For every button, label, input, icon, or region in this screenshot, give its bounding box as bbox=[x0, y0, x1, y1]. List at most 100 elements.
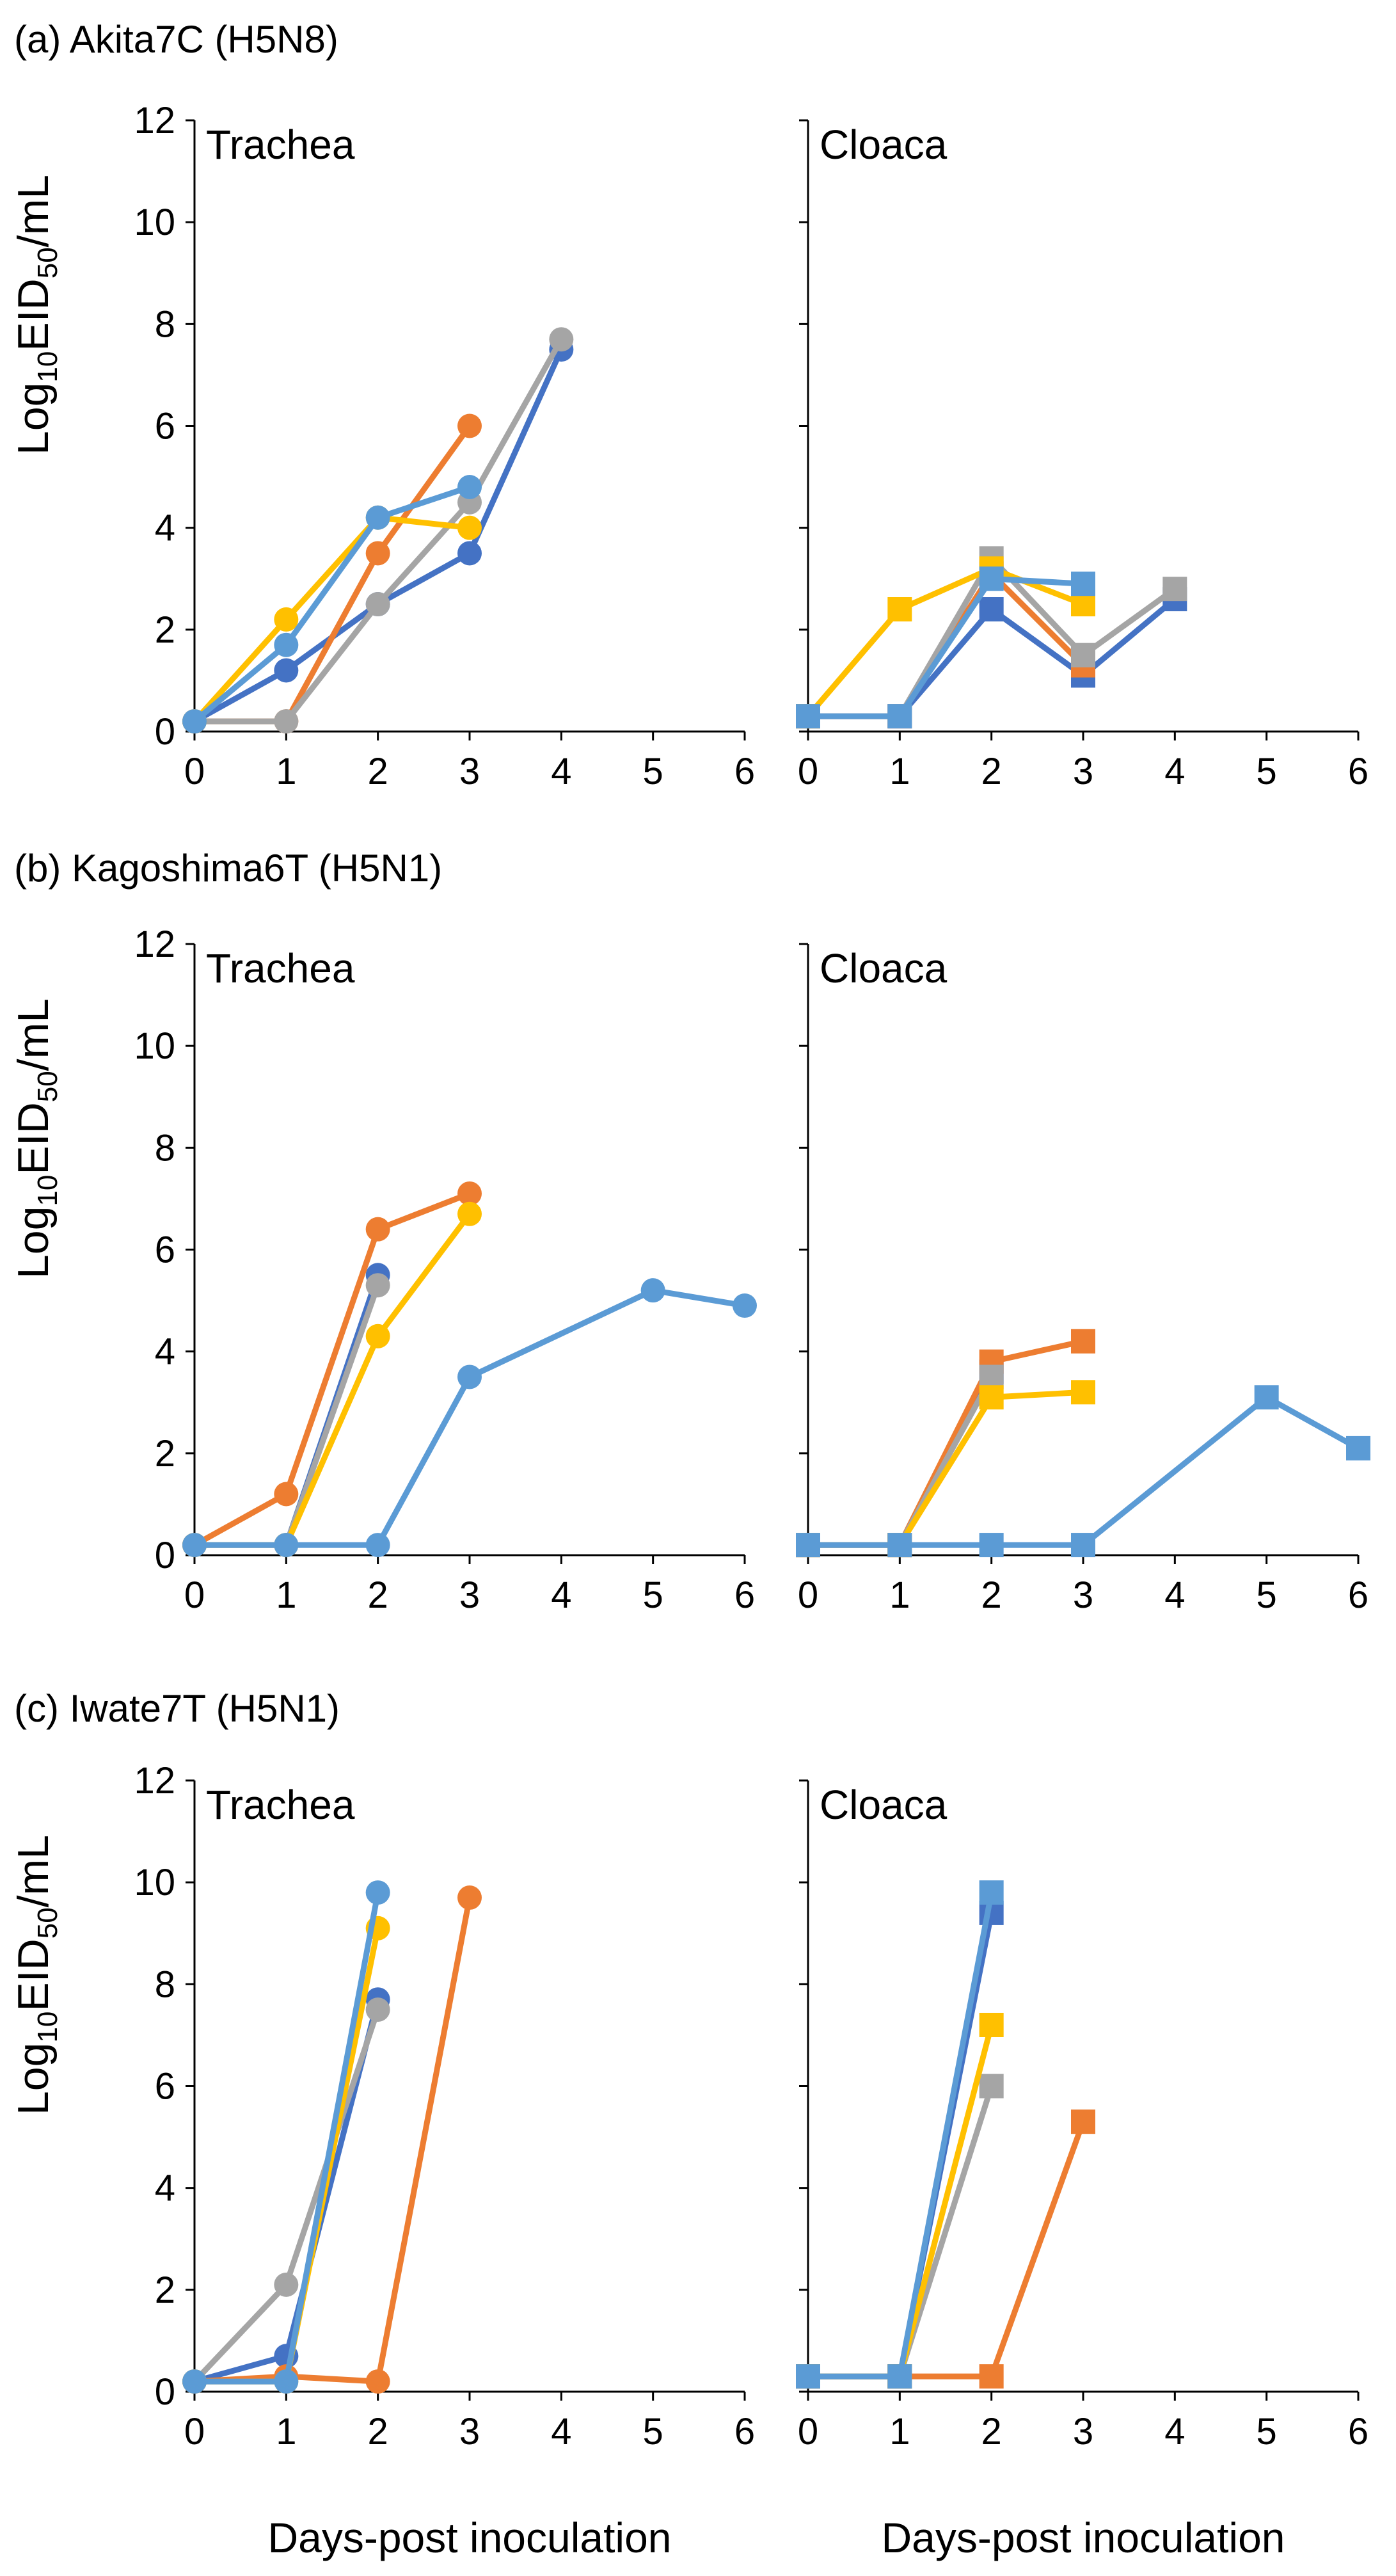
data-point bbox=[457, 515, 482, 540]
series-5 bbox=[182, 475, 482, 734]
series-line bbox=[808, 1370, 994, 1548]
x-tick-label: 1 bbox=[276, 2411, 296, 2452]
x-tick-label: 5 bbox=[643, 2411, 663, 2452]
series-line bbox=[192, 515, 470, 724]
series-1 bbox=[182, 337, 574, 734]
series-4 bbox=[796, 1380, 1095, 1558]
x-tick-label: 4 bbox=[1164, 751, 1185, 792]
data-point bbox=[274, 658, 299, 683]
y-tick-label: 8 bbox=[155, 1127, 175, 1169]
series-line bbox=[194, 1927, 381, 2385]
series-line bbox=[808, 2024, 995, 2380]
data-point bbox=[979, 1385, 1004, 1410]
data-point bbox=[887, 704, 912, 729]
y-tick-label: 2 bbox=[155, 609, 175, 651]
x-tick-label: 3 bbox=[1073, 1574, 1093, 1616]
x-tick-label: 3 bbox=[1073, 2411, 1093, 2452]
series-3 bbox=[796, 2074, 1004, 2389]
data-point bbox=[979, 566, 1004, 591]
x-tick-label: 3 bbox=[459, 751, 480, 792]
x-tick-label: 3 bbox=[1073, 751, 1093, 792]
tissue-label: Trachea bbox=[206, 1782, 355, 1828]
data-point bbox=[1071, 1533, 1095, 1558]
data-point bbox=[1071, 2109, 1095, 2134]
y-tick-label: 10 bbox=[134, 1862, 175, 1903]
series-line bbox=[193, 348, 564, 724]
data-point bbox=[796, 1533, 820, 1558]
x-tick-label: 6 bbox=[1348, 751, 1368, 792]
data-point bbox=[274, 1482, 299, 1507]
x-tick-label: 1 bbox=[889, 2411, 910, 2452]
y-tick-label: 2 bbox=[155, 2269, 175, 2311]
series-line bbox=[194, 1287, 745, 1548]
series-1 bbox=[796, 1359, 1004, 1558]
data-point bbox=[274, 607, 299, 632]
y-axis-label: Log10EID50/mL bbox=[9, 998, 63, 1279]
series-5 bbox=[796, 1385, 1370, 1558]
x-tick-label: 6 bbox=[734, 2411, 755, 2452]
x-tick-label: 4 bbox=[1164, 1574, 1185, 1616]
y-tick-label: 0 bbox=[155, 2371, 175, 2413]
x-tick-label: 1 bbox=[276, 1574, 296, 1616]
data-point bbox=[979, 1364, 1004, 1389]
x-tick-label: 0 bbox=[798, 1574, 818, 1616]
y-axis-label: Log10EID50/mL bbox=[9, 175, 63, 455]
data-point bbox=[887, 1533, 912, 1558]
data-point bbox=[887, 597, 912, 621]
series-5 bbox=[182, 1278, 757, 1558]
data-point bbox=[979, 597, 1004, 621]
x-tick-label: 2 bbox=[368, 2411, 388, 2452]
x-tick-label: 1 bbox=[276, 751, 296, 792]
panel-title-a: (a) Akita7C (H5N8) bbox=[14, 18, 338, 61]
data-point bbox=[733, 1293, 757, 1318]
chart-cloaca: 0 1 2 3 4 5 6 Cloaca Days-post inoculation bbox=[796, 1779, 1368, 2561]
data-point bbox=[274, 632, 299, 657]
data-point bbox=[1071, 643, 1095, 668]
y-tick-label: 4 bbox=[155, 1331, 175, 1373]
tissue-label: Cloaca bbox=[820, 945, 948, 991]
y-tick-label: 0 bbox=[155, 711, 175, 753]
data-point bbox=[1162, 577, 1187, 602]
chart-cloaca: 0 1 2 3 4 5 6 Cloaca bbox=[796, 119, 1368, 792]
data-point bbox=[1071, 572, 1095, 596]
x-tick-label: 2 bbox=[368, 1574, 388, 1616]
series-line bbox=[808, 1338, 1084, 1548]
series-5 bbox=[796, 566, 1095, 729]
data-point bbox=[979, 2074, 1004, 2099]
x-axis-label: Days-post inoculation bbox=[268, 2514, 672, 2561]
series-2 bbox=[182, 1181, 482, 1558]
y-tick-label: 12 bbox=[134, 1760, 175, 1802]
data-point bbox=[182, 709, 207, 734]
data-point bbox=[365, 1997, 390, 2022]
data-point bbox=[365, 1273, 390, 1298]
data-point bbox=[979, 2013, 1004, 2037]
x-tick-label: 5 bbox=[1257, 1574, 1277, 1616]
series-1 bbox=[182, 1987, 390, 2394]
y-tick-label: 12 bbox=[134, 100, 175, 141]
data-point bbox=[457, 541, 482, 566]
series-1 bbox=[182, 1263, 390, 1558]
series-line bbox=[808, 575, 1084, 719]
data-point bbox=[274, 2369, 299, 2394]
series-line bbox=[193, 1190, 471, 1548]
data-point bbox=[365, 2369, 390, 2394]
y-tick-label: 6 bbox=[155, 406, 175, 447]
series-line bbox=[808, 1394, 1360, 1548]
series-line bbox=[808, 1912, 995, 2380]
tissue-label: Trachea bbox=[206, 122, 355, 168]
data-point bbox=[549, 327, 574, 352]
data-point bbox=[979, 1880, 1004, 1905]
panel-titles: (a) Akita7C (H5N8) (b) Kagoshima6T (H5N1… bbox=[14, 18, 442, 1730]
panel-title-c: (c) Iwate7T (H5N1) bbox=[14, 1687, 340, 1730]
data-point bbox=[979, 2364, 1004, 2389]
data-point bbox=[457, 1885, 482, 1910]
series-line bbox=[808, 2120, 1086, 2380]
data-point bbox=[457, 1364, 482, 1389]
data-point bbox=[365, 1324, 390, 1348]
data-point bbox=[979, 1533, 1004, 1558]
x-tick-label: 2 bbox=[981, 2411, 1002, 2452]
